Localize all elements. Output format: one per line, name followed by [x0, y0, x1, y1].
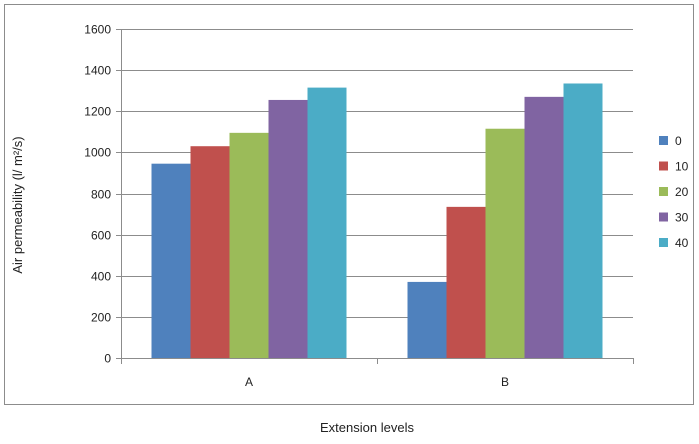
- y-tick-label: 400: [91, 270, 111, 284]
- legend-label-40: 40: [675, 236, 689, 250]
- y-tick-label: 0: [104, 352, 111, 366]
- legend-swatch-30: [659, 212, 668, 222]
- y-tick-label: 200: [91, 311, 111, 325]
- y-axis-label: Air permeability (l/ m²/s): [10, 136, 25, 273]
- legend-label-10: 10: [675, 160, 689, 174]
- bar-A-0: [151, 163, 191, 358]
- bar-B-30: [524, 96, 564, 358]
- y-tick-label: 1600: [84, 23, 111, 37]
- x-axis-label: Extension levels: [320, 420, 414, 435]
- bar-A-40: [307, 87, 347, 359]
- x-tick-label: B: [501, 375, 509, 389]
- legend-swatch-40: [659, 238, 668, 247]
- bars: [151, 83, 603, 359]
- y-tick-label: 1400: [84, 64, 111, 78]
- y-tick-label: 600: [91, 229, 111, 243]
- bar-B-40: [563, 83, 603, 358]
- bar-B-0: [407, 281, 447, 358]
- axes: 0 200 400 600 800 1000 1200 1400 1600 A B: [84, 23, 634, 389]
- legend-label-0: 0: [675, 134, 682, 148]
- bar-A-30: [268, 99, 308, 359]
- bar-A-10: [190, 146, 230, 358]
- legend-label-30: 30: [675, 211, 689, 225]
- x-tick-label: A: [245, 375, 253, 389]
- legend-swatch-0: [659, 136, 668, 145]
- bar-B-20: [485, 128, 525, 358]
- legend-label-20: 20: [675, 185, 689, 199]
- y-tick-label: 800: [91, 188, 111, 202]
- bar-B-10: [446, 206, 486, 358]
- legend: 0 10 20 30 40: [659, 134, 689, 250]
- bar-A-20: [229, 132, 269, 358]
- legend-swatch-20: [659, 187, 668, 196]
- y-tick-label: 1200: [84, 105, 111, 119]
- legend-swatch-10: [659, 161, 668, 171]
- y-tick-label: 1000: [84, 146, 111, 160]
